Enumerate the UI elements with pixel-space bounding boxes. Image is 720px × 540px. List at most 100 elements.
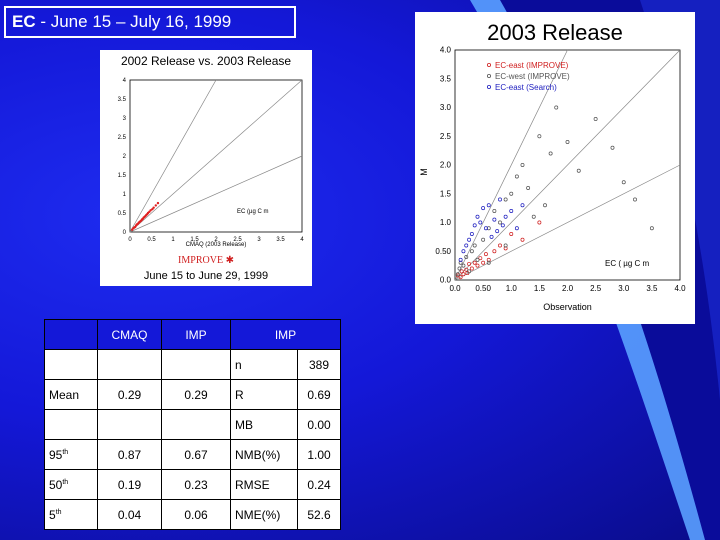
x-tick-label: 2.0 [562, 284, 574, 293]
row-label [44, 349, 98, 380]
reference-line [129, 79, 217, 233]
y-tick-label: 0.50 [435, 247, 451, 256]
data-point [481, 260, 486, 265]
data-point [461, 263, 466, 268]
data-point [458, 275, 463, 280]
data-point [489, 234, 494, 239]
cmaq-value [97, 409, 162, 440]
stat-name: NME(%) [230, 499, 298, 530]
data-point [469, 232, 474, 236]
data-point [152, 206, 155, 209]
data-point [498, 243, 502, 248]
data-point [565, 140, 570, 144]
y-tick-label: 1.5 [440, 189, 452, 198]
legend-marker [487, 63, 492, 68]
data-point [500, 223, 505, 228]
x-tick-label: 3.5 [276, 237, 285, 243]
table-row: 5th 0.04 0.06 NME(%) 52.6 [44, 499, 341, 530]
x-tick-label: 1 [171, 237, 175, 243]
reference-line [454, 164, 681, 281]
x-tick-label: 0.0 [449, 284, 461, 293]
stat-value: 389 [297, 349, 341, 380]
data-point [455, 272, 460, 277]
right-chart-panel: 2003 Release 0.0 0.50 1.0 1.5 2.0 2.5 3.0 3.5 4.… [415, 12, 695, 324]
slide-title-ec: EC [12, 12, 36, 31]
left-chart-title: 2002 Release vs. 2003 Release [120, 54, 292, 68]
data-point [610, 145, 615, 150]
data-point [492, 249, 497, 254]
cmaq-value: 0.29 [97, 379, 162, 410]
data-point [576, 168, 581, 173]
imp-value: 0.06 [161, 499, 231, 530]
stat-name: MB [230, 409, 298, 440]
data-point [543, 203, 547, 208]
x-tick-label: 3.5 [646, 284, 658, 293]
x-tick-label: 4.0 [674, 284, 686, 293]
data-point [509, 191, 514, 196]
imp-value: 0.23 [161, 469, 231, 500]
data-point [503, 243, 508, 248]
data-point [457, 266, 462, 271]
imp-value: 0.29 [161, 379, 231, 410]
stat-value: 0.69 [297, 379, 341, 410]
legend-entry: EC-east (IMPROVE) [495, 61, 569, 70]
y-tick-label: 2.5 [118, 135, 127, 141]
legend-entry: EC-west (IMPROVE) [495, 72, 570, 81]
y-tick-label: 1 [123, 192, 127, 198]
stat-value: 1.00 [297, 439, 341, 470]
stat-value: 52.6 [297, 499, 341, 530]
data-point [467, 237, 472, 242]
left-chart-panel: 2002 Release vs. 2003 Release 0 0.5 1 1.5 2 2… [100, 50, 312, 286]
legend-marker [487, 74, 492, 79]
data-point [478, 220, 483, 225]
data-point [472, 223, 477, 228]
x-tick-label: 2.5 [590, 284, 602, 293]
left-ec-label: EC (µg C m [237, 209, 268, 215]
header-cell-imp: IMP [161, 319, 231, 350]
data-point [469, 249, 474, 254]
y-tick-label: 2 [123, 154, 127, 160]
y-tick-label: 3.5 [440, 74, 452, 83]
data-point [503, 214, 508, 219]
data-point [503, 197, 508, 202]
data-point [472, 243, 477, 248]
table-row: Mean 0.29 0.29 R 0.69 [44, 379, 341, 410]
data-point [459, 269, 464, 274]
legend-marker [487, 85, 492, 90]
data-point [475, 257, 480, 262]
data-point [633, 197, 637, 202]
data-point [469, 266, 474, 271]
data-point [156, 201, 160, 205]
data-point [149, 209, 152, 212]
data-point [461, 249, 466, 254]
data-point [458, 257, 463, 262]
improve-marker-icon: ✱ [225, 255, 234, 266]
data-point [554, 105, 559, 110]
stat-value: 0.00 [297, 409, 341, 440]
y-tick-label: 0.0 [440, 276, 452, 285]
data-point [509, 232, 514, 236]
y-tick-label: 1.0 [440, 218, 452, 227]
header-cell-cmaq: CMAQ [97, 319, 162, 350]
row-label: 95th [44, 439, 98, 470]
x-tick-label: 1.5 [534, 284, 546, 293]
data-point [461, 272, 466, 277]
left-scatter-plot: 0 0.5 1 1.5 2 2.5 3 3.5 4 0 0.5 1 1.5 2 2.5 3 3.5 4 EC (µg… [118, 78, 305, 248]
data-point [483, 252, 488, 257]
table-row: n 389 [44, 349, 341, 380]
x-tick-label: 1.5 [190, 237, 199, 243]
row-label: 50th [44, 469, 98, 500]
y-tick-label: 2.5 [440, 132, 452, 141]
cmaq-value: 0.87 [97, 439, 162, 470]
imp-value: 0.67 [161, 439, 231, 470]
data-point [486, 226, 491, 231]
stat-name: RMSE [230, 469, 298, 500]
y-tick-label: 3.5 [118, 97, 127, 103]
row-label [44, 409, 98, 440]
data-point [467, 269, 472, 274]
data-point [483, 226, 488, 231]
reference-line [454, 49, 681, 281]
data-point [514, 174, 519, 179]
data-point [526, 186, 531, 190]
data-point [481, 206, 486, 211]
